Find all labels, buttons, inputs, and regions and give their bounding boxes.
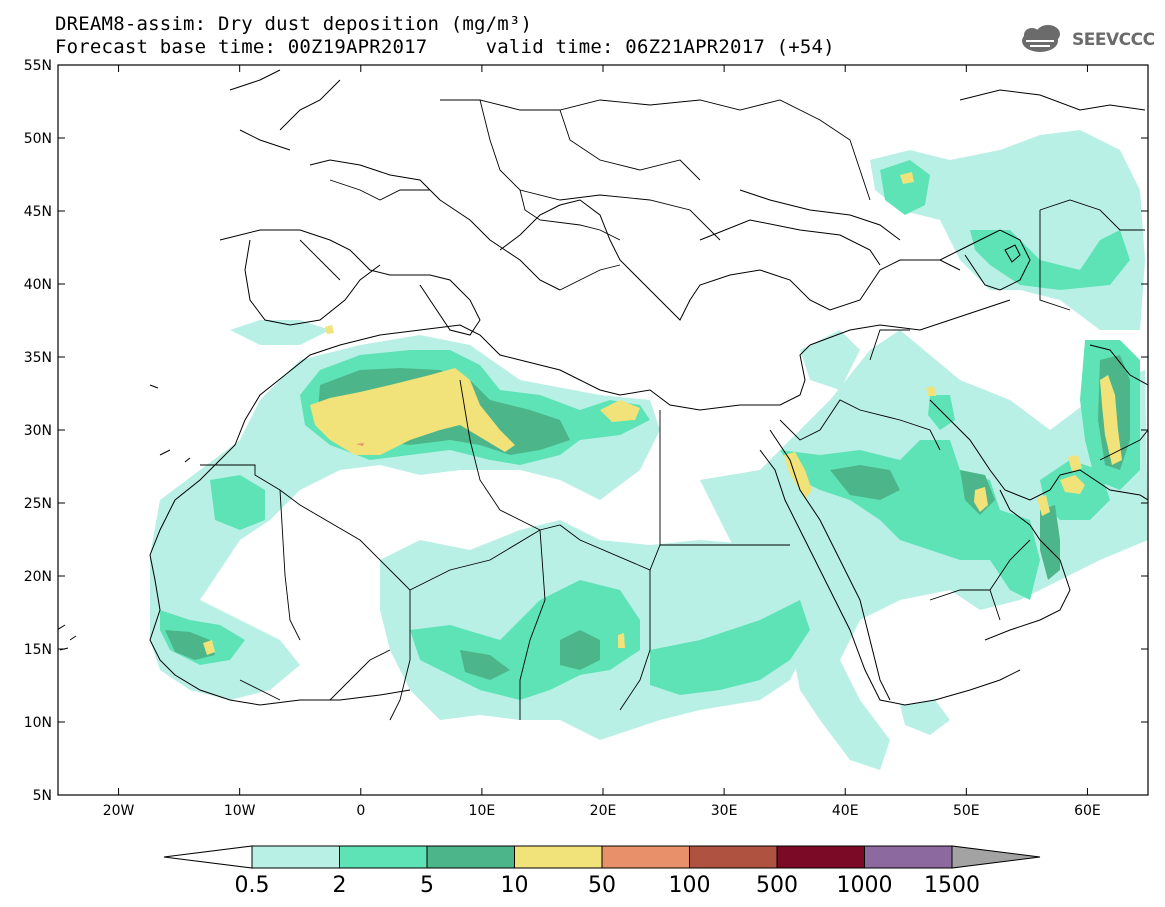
longitude-axis: 20W 10W 0 10E 20E 30E 40E 50E 60E	[103, 65, 1101, 819]
lon-tick-label: 30E	[711, 803, 738, 819]
lat-tick-label: 30N	[24, 423, 52, 439]
colorbar-high-arrow	[951, 845, 1041, 869]
colorbar-segment	[426, 845, 515, 869]
map-title: DREAM8-assim: Dry dust deposition (mg/m³…	[55, 13, 533, 35]
lon-tick-label: 20W	[103, 803, 135, 819]
lon-tick-label: 20E	[590, 803, 617, 819]
colorbar-label: 2	[333, 873, 347, 898]
colorbar-segment	[251, 845, 340, 869]
colorbar-label: 50	[588, 873, 616, 898]
colorbar-segment	[776, 845, 865, 869]
lat-tick-label: 20N	[24, 569, 52, 585]
colorbar-segment	[339, 845, 428, 869]
lon-tick-label: 40E	[832, 803, 859, 819]
colorbar-label: 1500	[924, 873, 980, 898]
lat-tick-label: 10N	[24, 715, 52, 731]
lat-tick-label: 50N	[24, 131, 52, 147]
lat-tick-label: 40N	[24, 277, 52, 293]
cloud-icon	[1022, 25, 1060, 52]
lon-tick-label: 10E	[469, 803, 496, 819]
latitude-axis: 55N 50N 45N 40N 35N 30N 25N 20N 15N 10N 5N	[24, 58, 1148, 804]
colorbar-segment	[864, 845, 953, 869]
forecast-time-line: Forecast base time: 00Z19APR2017 valid t…	[55, 36, 835, 58]
colorbar-label: 500	[756, 873, 798, 898]
lat-tick-label: 35N	[24, 350, 52, 366]
colorbar-segment	[601, 845, 690, 869]
lat-tick-label: 55N	[24, 58, 52, 74]
country-borders	[200, 99, 1148, 721]
colorbar-segment	[514, 845, 603, 869]
lat-tick-label: 25N	[24, 496, 52, 512]
colorbar-label: 1000	[837, 873, 893, 898]
colorbar-low-arrow	[163, 845, 253, 869]
lat-tick-label: 15N	[24, 642, 52, 658]
lat-tick-label: 45N	[24, 204, 52, 220]
lon-tick-label: 10W	[224, 803, 256, 819]
colorbar-legend: 0.5 2 5 10 50 100 500 1000 1500	[163, 845, 1041, 898]
seevccc-logo-text: SEEVCCC	[1072, 30, 1155, 50]
lon-tick-label: 0	[356, 803, 365, 819]
colorbar-label: 100	[669, 873, 711, 898]
lat-tick-label: 5N	[33, 788, 52, 804]
colorbar-label: 5	[420, 873, 434, 898]
coastlines	[58, 69, 1148, 706]
lon-tick-label: 50E	[953, 803, 980, 819]
colorbar-label: 10	[501, 873, 529, 898]
colorbar-segment	[689, 845, 778, 869]
lon-tick-label: 60E	[1074, 803, 1101, 819]
colorbar-label: 0.5	[235, 873, 270, 898]
deposition-contours	[150, 130, 1148, 770]
